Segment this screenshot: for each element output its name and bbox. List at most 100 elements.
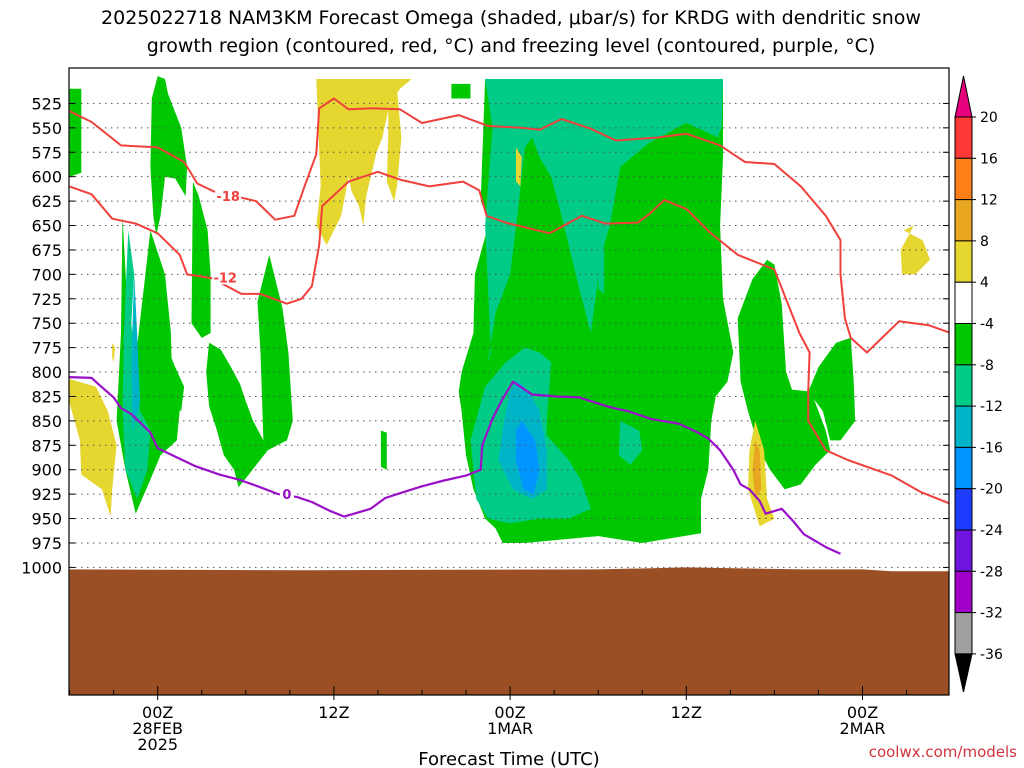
colorbar-label: -32 xyxy=(980,606,1003,622)
colorbar-swatch xyxy=(954,116,973,159)
temperature-contour-label: -18 xyxy=(216,190,240,205)
plot-frame xyxy=(68,67,950,696)
colorbar-label: -24 xyxy=(980,523,1003,539)
y-tick-label: 925 xyxy=(31,485,62,504)
colorbar-swatch xyxy=(954,570,973,614)
y-axis: 525 550 575 600 625 650 675 700 725 750 775 800 825 8… xyxy=(21,94,949,577)
omega-colorbar: 20 16 12 8 4 -4 -8 -12 -16 -20 -24 -28 -32 -36 xyxy=(954,75,1003,693)
omega-region xyxy=(451,83,471,99)
contour-label-backing xyxy=(215,188,242,204)
temperature-contour xyxy=(69,170,949,505)
x-tick-label: 00Z xyxy=(847,703,878,722)
colorbar-top-arrow xyxy=(954,75,973,118)
omega-region xyxy=(752,440,762,499)
y-tick-label: 600 xyxy=(31,168,62,187)
colorbar-label: -36 xyxy=(980,647,1003,663)
colorbar-label: -12 xyxy=(980,399,1003,415)
omega-region xyxy=(598,235,605,294)
colorbar-swatch xyxy=(954,446,973,490)
y-tick-label: 675 xyxy=(31,241,62,260)
colorbar-swatch xyxy=(954,157,973,201)
omega-region xyxy=(122,230,151,499)
omega-region xyxy=(618,420,643,465)
x-tick-label: 2MAR xyxy=(839,719,885,738)
colorbar-label: 12 xyxy=(980,193,998,209)
temperature-contour-label: -12 xyxy=(213,271,237,286)
omega-region xyxy=(748,420,775,527)
y-tick-label: 650 xyxy=(31,217,62,236)
omega-region xyxy=(516,420,540,495)
omega-region xyxy=(316,79,412,246)
omega-region xyxy=(380,430,387,470)
colorbar-swatch xyxy=(954,281,973,325)
terrain-layer xyxy=(69,567,949,695)
omega-shading-layer xyxy=(69,76,930,543)
omega-region xyxy=(808,337,856,441)
x-tick-label: 28FEB xyxy=(132,719,183,738)
colorbar-swatch xyxy=(954,488,973,531)
y-tick-label: 575 xyxy=(31,143,62,162)
freezing-level-contour xyxy=(69,376,841,555)
x-tick-label: 1MAR xyxy=(487,719,533,738)
omega-region xyxy=(69,88,82,177)
omega-region xyxy=(131,274,141,431)
y-tick-label: 975 xyxy=(31,534,62,553)
omega-region xyxy=(69,378,117,517)
colorbar-label: -20 xyxy=(980,482,1003,498)
y-tick-label: 800 xyxy=(31,363,62,382)
y-tick-label: 625 xyxy=(31,192,62,211)
y-tick-label: 525 xyxy=(31,94,62,113)
colorbar-label: 16 xyxy=(980,151,998,167)
freezing-level-label: 0 xyxy=(282,488,291,503)
colorbar-label: 4 xyxy=(980,275,989,291)
pressure-gridlines xyxy=(69,102,949,568)
freezing-label-backing xyxy=(279,486,294,502)
omega-region xyxy=(206,254,293,488)
colorbar-label: -4 xyxy=(980,317,994,333)
colorbar-swatch xyxy=(954,364,973,407)
colorbar-swatch xyxy=(954,199,973,242)
y-tick-label: 850 xyxy=(31,412,62,431)
x-tick-label: 00Z xyxy=(494,703,525,722)
y-tick-label: 1000 xyxy=(21,558,62,577)
chart-title-line-1: 2025022718 NAM3KM Forecast Omega (shaded… xyxy=(101,7,921,29)
y-tick-label: 725 xyxy=(31,290,62,309)
colorbar-swatch xyxy=(954,240,973,283)
site-credit: coolwx.com/models xyxy=(869,743,1017,761)
colorbar-swatch xyxy=(954,405,973,448)
colorbar-swatch xyxy=(954,612,973,655)
x-tick-label: 12Z xyxy=(671,703,702,722)
y-tick-label: 775 xyxy=(31,339,62,358)
colorbar-swatch xyxy=(954,529,973,572)
temperature-contours-layer: -18 -12 xyxy=(69,97,949,505)
colorbar-label: -28 xyxy=(980,564,1003,580)
y-tick-label: 875 xyxy=(31,436,62,455)
colorbar-label: 20 xyxy=(980,110,998,126)
terrain-surface xyxy=(69,567,949,695)
x-tick-label: 12Z xyxy=(318,703,349,722)
omega-region xyxy=(150,76,188,236)
colorbar-label: 8 xyxy=(980,234,989,250)
x-axis-title: Forecast Time (UTC) xyxy=(418,749,599,768)
y-tick-label: 950 xyxy=(31,510,62,529)
omega-region xyxy=(112,342,116,363)
omega-region xyxy=(634,79,723,138)
colorbar-label: -16 xyxy=(980,440,1003,456)
chart-title-line-2: growth region (contoured, red, °C) and f… xyxy=(147,35,876,57)
omega-region xyxy=(485,79,723,363)
contour-label-backing xyxy=(212,269,239,285)
colorbar-label: -8 xyxy=(980,358,994,374)
y-tick-label: 900 xyxy=(31,461,62,480)
omega-region xyxy=(386,88,402,202)
colorbar-bottom-arrow xyxy=(954,653,973,693)
y-tick-label: 700 xyxy=(31,265,62,284)
omega-region xyxy=(737,259,831,490)
freezing-level-layer: 0 xyxy=(69,376,841,555)
plot-area: -18 -12 0 xyxy=(69,68,949,695)
y-tick-label: 750 xyxy=(31,314,62,333)
x-tick-label: 2025 xyxy=(137,735,178,754)
colorbar-swatch xyxy=(954,323,973,366)
y-tick-label: 550 xyxy=(31,119,62,138)
